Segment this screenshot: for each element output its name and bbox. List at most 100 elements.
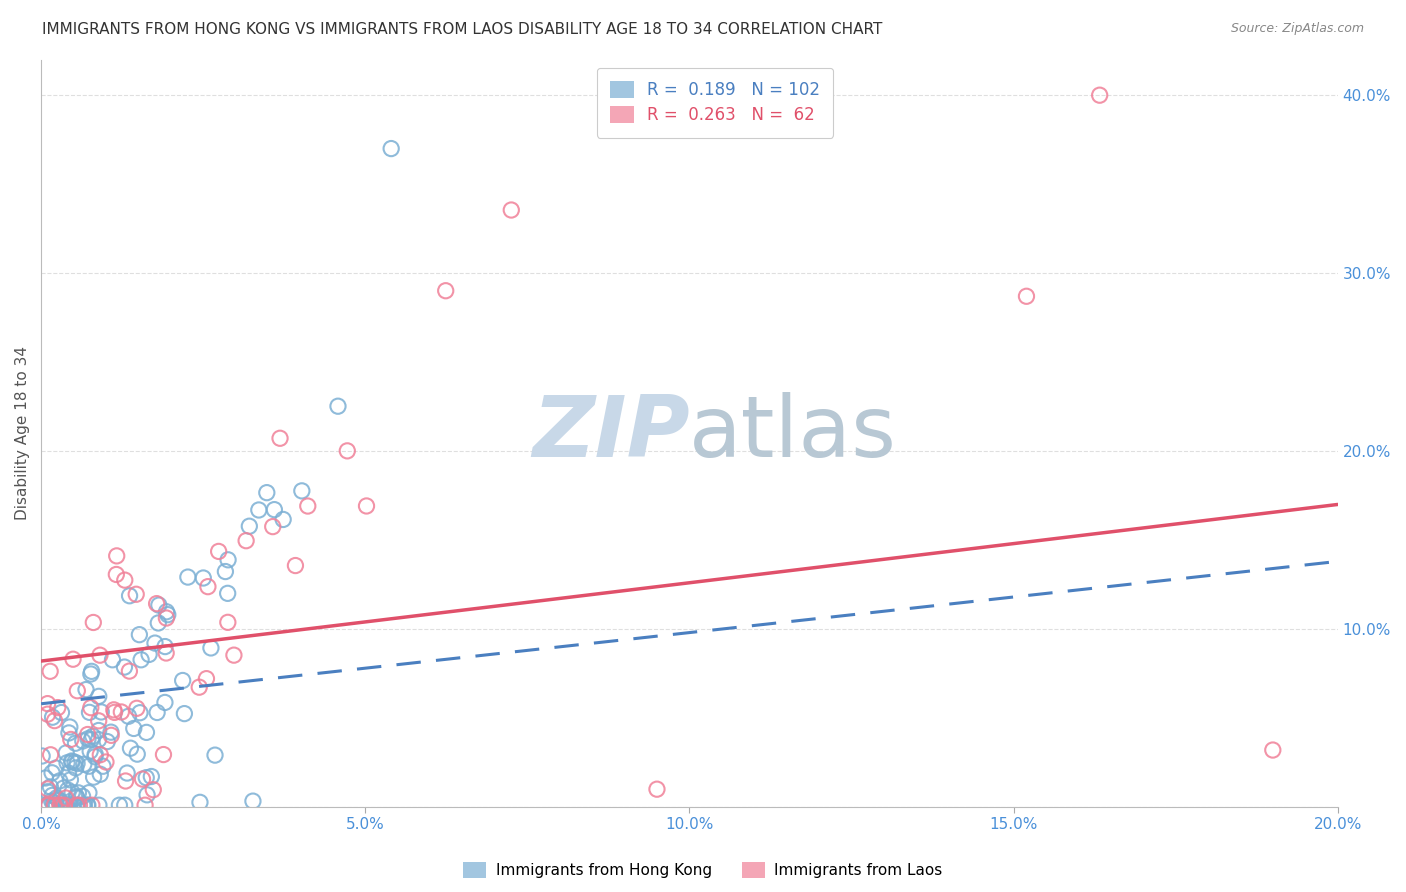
Point [114, 573, 136, 587]
Point [125, 701, 148, 715]
Point [145, 597, 167, 611]
Point [138, 648, 160, 662]
Point [263, 502, 285, 516]
Point [66, 756, 89, 771]
Point [63, 798, 86, 813]
Point [49, 773, 72, 788]
Point [87, 798, 110, 813]
Point [72, 789, 94, 804]
Point [247, 503, 270, 517]
Point [103, 706, 125, 720]
Point [135, 771, 157, 785]
Text: ZIP: ZIP [531, 392, 689, 475]
Legend: R =  0.189   N = 102, R =  0.263   N =  62: R = 0.189 N = 102, R = 0.263 N = 62 [598, 68, 834, 137]
Point [336, 443, 359, 458]
Point [131, 772, 153, 786]
Point [76, 798, 98, 813]
Point [87, 690, 110, 704]
Point [37, 798, 59, 813]
Point [37, 798, 59, 813]
Point [80, 700, 103, 714]
Point [76, 727, 98, 741]
Point [155, 605, 177, 619]
Point [297, 499, 319, 513]
Point [56, 756, 79, 770]
Point [96, 734, 118, 748]
Point [44, 714, 66, 728]
Point [83, 770, 105, 784]
Point [48, 793, 70, 807]
Text: atlas: atlas [689, 392, 897, 475]
Point [434, 284, 457, 298]
Point [356, 499, 378, 513]
Point [56, 798, 79, 813]
Point [129, 706, 152, 720]
Point [65, 790, 87, 805]
Text: Source: ZipAtlas.com: Source: ZipAtlas.com [1230, 22, 1364, 36]
Point [67, 798, 90, 813]
Point [87, 732, 110, 747]
Point [94, 755, 117, 769]
Point [193, 571, 215, 585]
Point [66, 798, 89, 813]
Point [45, 790, 67, 805]
Point [58, 766, 80, 780]
Text: IMMIGRANTS FROM HONG KONG VS IMMIGRANTS FROM LAOS DISABILITY AGE 18 TO 34 CORREL: IMMIGRANTS FROM HONG KONG VS IMMIGRANTS … [42, 22, 883, 37]
Point [39, 747, 62, 762]
Point [238, 519, 260, 533]
Point [37, 707, 59, 722]
Point [284, 558, 307, 573]
Legend: Immigrants from Hong Kong, Immigrants from Laos: Immigrants from Hong Kong, Immigrants fr… [457, 856, 949, 884]
Point [37, 785, 59, 799]
Point [115, 766, 138, 780]
Point [65, 736, 87, 750]
Point [222, 648, 245, 662]
Point [501, 202, 523, 217]
Point [79, 706, 101, 720]
Point [155, 646, 177, 660]
Point [146, 706, 169, 720]
Point [44, 798, 66, 813]
Point [41, 710, 63, 724]
Point [120, 741, 142, 756]
Point [90, 705, 112, 719]
Point [59, 772, 82, 787]
Point [155, 611, 177, 625]
Point [38, 798, 60, 813]
Point [60, 754, 83, 768]
Point [84, 749, 107, 764]
Point [67, 786, 90, 800]
Point [114, 774, 136, 789]
Point [127, 747, 149, 761]
Point [108, 798, 131, 813]
Point [42, 796, 65, 810]
Point [31, 749, 53, 764]
Point [153, 696, 176, 710]
Point [55, 791, 77, 805]
Point [135, 725, 157, 739]
Point [269, 431, 291, 445]
Point [118, 589, 141, 603]
Point [77, 731, 100, 746]
Point [89, 648, 111, 663]
Point [128, 628, 150, 642]
Point [59, 732, 82, 747]
Point [82, 729, 104, 743]
Point [56, 783, 79, 797]
Point [100, 728, 122, 742]
Point [101, 653, 124, 667]
Point [136, 788, 159, 802]
Point [82, 615, 104, 630]
Point [89, 767, 111, 781]
Point [195, 672, 218, 686]
Point [49, 798, 72, 813]
Point [105, 567, 128, 582]
Point [1261, 743, 1284, 757]
Point [53, 798, 76, 813]
Point [125, 587, 148, 601]
Point [80, 667, 103, 681]
Point [110, 705, 132, 719]
Point [118, 664, 141, 678]
Point [87, 723, 110, 738]
Point [60, 755, 83, 769]
